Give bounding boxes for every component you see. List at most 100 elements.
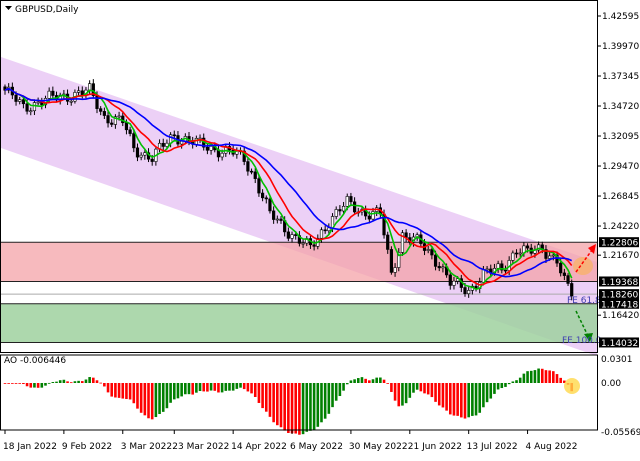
bear-candle-body bbox=[110, 122, 114, 125]
ao-bar bbox=[18, 383, 22, 384]
candle bbox=[286, 227, 290, 242]
ao-bar bbox=[334, 383, 338, 401]
x-tick-label: 14 Apr 2022 bbox=[231, 442, 287, 452]
bear-candle-body bbox=[268, 198, 272, 212]
ao-bar bbox=[22, 383, 25, 385]
x-tick-label: 30 May 2022 bbox=[349, 442, 408, 452]
candle bbox=[338, 205, 342, 216]
price-tag bbox=[599, 289, 639, 300]
candle bbox=[389, 246, 394, 275]
candle bbox=[562, 268, 566, 281]
bull-candle-body bbox=[452, 280, 456, 286]
ao-bar bbox=[320, 383, 323, 423]
bear-candle-body bbox=[338, 209, 342, 212]
bear-candle-body bbox=[106, 115, 110, 124]
candle bbox=[312, 240, 316, 251]
ao-bar bbox=[84, 379, 88, 383]
ao-bar bbox=[316, 383, 320, 427]
main-chart-panel[interactable]: FE 61.8 FE 100.0 bbox=[0, 0, 602, 357]
bear-candle-body bbox=[253, 171, 257, 179]
candle bbox=[386, 231, 390, 254]
bear-candle-body bbox=[544, 249, 548, 259]
candle bbox=[518, 248, 522, 257]
ao-label: AO -0.006446 bbox=[4, 356, 66, 366]
bull-candle-body bbox=[165, 142, 169, 147]
candle bbox=[77, 86, 81, 97]
ao-bar bbox=[471, 383, 474, 416]
bear-candle-body bbox=[386, 234, 390, 250]
ao-bar bbox=[382, 379, 386, 383]
candle bbox=[341, 201, 346, 215]
ao-bar bbox=[437, 383, 441, 406]
candle bbox=[430, 246, 434, 260]
ao-bar bbox=[11, 383, 14, 384]
ao-bar bbox=[51, 382, 55, 383]
ao-bar bbox=[423, 383, 426, 394]
ao-bar bbox=[364, 378, 367, 383]
y-tick-label: 1.29470 bbox=[602, 162, 639, 172]
ao-bar bbox=[264, 383, 268, 412]
y-tick-label: 1.32095 bbox=[602, 132, 639, 142]
fibo-label-100: FE 100.0 bbox=[562, 336, 602, 346]
y-tick-label: 1.16420 bbox=[602, 311, 639, 321]
ao-bar bbox=[456, 383, 459, 416]
ao-bar bbox=[103, 383, 106, 387]
ao-bar bbox=[73, 381, 77, 383]
candle bbox=[246, 157, 250, 176]
ao-bar bbox=[448, 383, 452, 415]
candle bbox=[106, 110, 110, 128]
bear-candle-body bbox=[514, 252, 519, 255]
candle bbox=[268, 194, 272, 214]
ao-bar bbox=[441, 383, 445, 408]
ao-bar bbox=[165, 383, 169, 409]
main-panel-border bbox=[0, 0, 598, 353]
ao-highlight-circle bbox=[564, 378, 580, 394]
bull-candle-body bbox=[301, 242, 305, 245]
x-tick-label: 21 Jun 2022 bbox=[408, 442, 462, 452]
ao-bar bbox=[206, 383, 209, 392]
bear-candle-body bbox=[463, 287, 467, 295]
ao-bar bbox=[294, 383, 298, 434]
y-tick-label: 1.21670 bbox=[602, 251, 639, 261]
ao-bar bbox=[195, 383, 198, 393]
bear-candle-body bbox=[433, 254, 438, 267]
bear-candle-body bbox=[260, 192, 265, 199]
candle bbox=[397, 248, 401, 272]
ao-bar bbox=[80, 381, 84, 383]
ao-bar bbox=[33, 383, 36, 388]
bullish-arrow-line bbox=[575, 249, 593, 273]
ao-bar bbox=[180, 383, 183, 397]
candle bbox=[91, 79, 95, 98]
ao-bar bbox=[176, 383, 180, 399]
bull-candle-body bbox=[496, 263, 500, 269]
bear-candle-body bbox=[294, 234, 298, 236]
bear-candle-body bbox=[389, 249, 394, 273]
symbol-menu-triangle-icon[interactable] bbox=[5, 6, 12, 10]
ao-bar bbox=[518, 377, 522, 383]
ao-bar bbox=[467, 383, 470, 418]
ao-bar bbox=[44, 383, 47, 386]
candle bbox=[514, 249, 519, 258]
ao-bar bbox=[309, 383, 312, 431]
ao-bar bbox=[515, 380, 518, 383]
ao-bar bbox=[69, 382, 73, 384]
bull-candle-body bbox=[32, 102, 37, 112]
ao-bar bbox=[283, 383, 286, 431]
y-tick-label: 1.26845 bbox=[602, 192, 639, 202]
ao-indicator-panel[interactable] bbox=[0, 354, 598, 435]
ao-bar bbox=[239, 383, 242, 388]
ao-bar bbox=[191, 383, 194, 395]
candle bbox=[400, 230, 405, 256]
bull-candle-body bbox=[220, 152, 224, 158]
ao-bar bbox=[419, 383, 423, 392]
bull-candle-body bbox=[180, 140, 184, 145]
bear-candle-body bbox=[272, 210, 276, 220]
bear-candle-body bbox=[150, 158, 154, 162]
ao-bar bbox=[106, 383, 110, 393]
ao-bar bbox=[276, 383, 279, 426]
bear-candle-body bbox=[14, 94, 18, 102]
candle bbox=[426, 245, 430, 254]
bull-candle-body bbox=[209, 146, 213, 151]
ao-bar bbox=[342, 383, 345, 391]
